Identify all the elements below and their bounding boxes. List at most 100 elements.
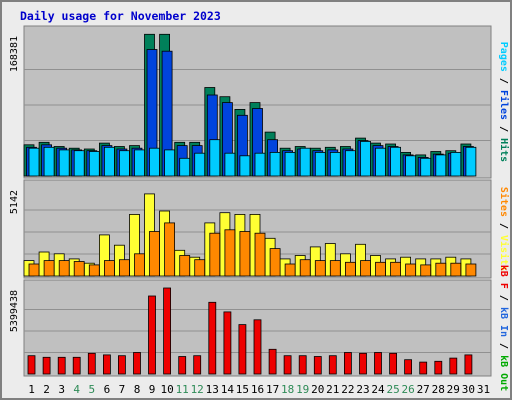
bar-middle-sites-day-19 — [299, 259, 311, 277]
x-label-day-6: 6 — [104, 383, 111, 396]
bar-top-pages-day-18 — [284, 151, 296, 177]
x-label-day-26: 26 — [401, 383, 414, 396]
bar-middle-sites-day-15 — [239, 231, 251, 277]
x-label-day-31: 31 — [477, 383, 490, 396]
x-label-day-16: 16 — [251, 383, 264, 396]
bar-bottom-kb-f-day-3 — [57, 356, 66, 375]
bar-bottom-kb-f-day-1 — [27, 355, 36, 375]
bar-middle-sites-day-10 — [164, 222, 176, 277]
x-label-day-27: 27 — [417, 383, 430, 396]
bar-middle-sites-day-1 — [28, 263, 40, 277]
bar-bottom-kb-f-day-25 — [389, 352, 398, 375]
x-label-day-30: 30 — [462, 383, 475, 396]
ymax-label-middle: 5142 — [9, 190, 20, 214]
bar-bottom-kb-f-day-12 — [193, 355, 202, 375]
bar-top-pages-day-24 — [375, 147, 386, 177]
bar-top-pages-day-19 — [299, 147, 311, 177]
x-label-day-20: 20 — [311, 383, 324, 396]
bar-top-pages-day-22 — [344, 150, 356, 177]
bar-top-pages-day-9 — [149, 147, 160, 177]
bar-bottom-kb-f-day-23 — [359, 352, 367, 375]
side-legend-bottom: kB F / kB In / kB Out — [498, 265, 509, 391]
x-axis-day-labels: 1 2 3 4 5 6 7 8 9 10 11 12 13 14 15 16 17 18 19 20 21 22 23 24 2… — [28, 383, 490, 396]
bar-top-pages-day-2 — [43, 146, 55, 177]
x-label-day-2: 2 — [43, 383, 50, 396]
bar-top-pages-day-6 — [104, 146, 115, 177]
ymax-label-top: 168381 — [9, 36, 20, 72]
bar-bottom-kb-f-day-24 — [374, 352, 382, 375]
x-label-day-10: 10 — [160, 383, 173, 396]
bar-top-pages-day-25 — [390, 146, 402, 177]
bar-middle-sites-day-30 — [465, 263, 477, 277]
side-legend-middle-part-2: Visits — [498, 235, 510, 271]
bar-bottom-kb-f-day-9 — [148, 295, 156, 375]
x-label-day-25: 25 — [386, 383, 399, 396]
bar-middle-sites-day-28 — [435, 262, 447, 277]
bar-bottom-kb-f-day-30 — [464, 354, 473, 375]
bar-middle-sites-day-6 — [104, 260, 115, 277]
bar-bottom-kb-f-day-15 — [238, 324, 247, 375]
bar-top-pages-day-11 — [179, 157, 191, 177]
bar-top-pages-day-17 — [269, 151, 281, 177]
bar-top-pages-day-29 — [450, 151, 462, 177]
bar-top-pages-day-16 — [254, 152, 266, 177]
side-legend-bottom-part-4: kB Out — [498, 355, 509, 391]
bar-top-pages-day-30 — [465, 146, 477, 177]
bar-bottom-kb-f-day-26 — [404, 359, 413, 375]
bar-bottom-kb-f-day-7 — [118, 355, 126, 375]
bar-top-pages-day-20 — [314, 151, 326, 177]
bar-top-pages-day-7 — [119, 150, 130, 177]
x-label-day-28: 28 — [432, 383, 445, 396]
bar-bottom-kb-f-day-5 — [87, 352, 96, 375]
bar-bottom-kb-f-day-8 — [133, 352, 141, 375]
x-label-day-15: 15 — [236, 383, 249, 396]
bar-middle-sites-day-25 — [390, 261, 402, 277]
side-legend-middle-part-1: / — [498, 217, 509, 235]
x-label-day-9: 9 — [149, 383, 156, 396]
ymax-label-bottom: 5399438 — [9, 290, 20, 332]
bar-middle-sites-day-5 — [88, 264, 100, 277]
x-label-day-7: 7 — [119, 383, 126, 396]
bar-middle-sites-day-16 — [254, 232, 266, 277]
bar-middle-sites-day-11 — [179, 255, 191, 277]
side-legend-bottom-part-1: / — [498, 289, 509, 307]
bar-middle-sites-day-26 — [405, 263, 417, 277]
side-legend-middle: Sites / Visits — [498, 187, 510, 271]
bar-middle-sites-day-20 — [314, 260, 326, 277]
bar-middle-sites-day-14 — [224, 229, 236, 277]
bar-top-pages-day-23 — [360, 140, 371, 177]
bar-bottom-kb-f-day-4 — [72, 356, 81, 375]
x-label-day-17: 17 — [266, 383, 279, 396]
x-label-day-5: 5 — [88, 383, 95, 396]
x-label-day-12: 12 — [191, 383, 204, 396]
bar-bottom-kb-f-day-13 — [208, 301, 217, 375]
bar-bottom-kb-f-day-6 — [103, 354, 111, 375]
y-axis-max-labels: 168381 5142 5399438 — [9, 36, 20, 332]
bar-middle-sites-day-27 — [420, 264, 432, 277]
bar-bottom-kb-f-day-20 — [313, 356, 322, 375]
bar-bottom-kb-f-day-27 — [419, 361, 428, 375]
bar-bottom-kb-f-day-18 — [283, 355, 292, 375]
side-legend-top-part-2: Files — [498, 90, 510, 120]
side-legend-top-part-1: / — [498, 72, 509, 90]
bar-top-pages-day-12 — [194, 152, 206, 177]
x-label-day-14: 14 — [221, 383, 235, 396]
bar-top-pages-day-10 — [164, 149, 176, 177]
bar-bottom-kb-f-day-10 — [163, 287, 172, 375]
x-label-day-11: 11 — [176, 383, 189, 396]
bar-middle-sites-day-7 — [119, 259, 130, 277]
bar-top-pages-day-28 — [435, 154, 447, 177]
side-legend-bottom-part-0: kB F — [498, 265, 509, 289]
bar-bottom-kb-f-day-19 — [298, 355, 307, 375]
bar-middle-sites-day-13 — [209, 232, 221, 277]
bar-middle-sites-day-3 — [58, 260, 70, 277]
side-legend-middle-part-0: Sites — [498, 187, 510, 217]
bar-middle-sites-day-21 — [329, 260, 341, 277]
bar-middle-sites-day-12 — [194, 259, 206, 277]
bar-middle-sites-day-17 — [269, 248, 281, 277]
bar-bottom-kb-f-day-29 — [449, 357, 458, 375]
bar-bottom-kb-f-day-11 — [178, 356, 187, 375]
bar-middle-sites-day-9 — [149, 231, 160, 277]
